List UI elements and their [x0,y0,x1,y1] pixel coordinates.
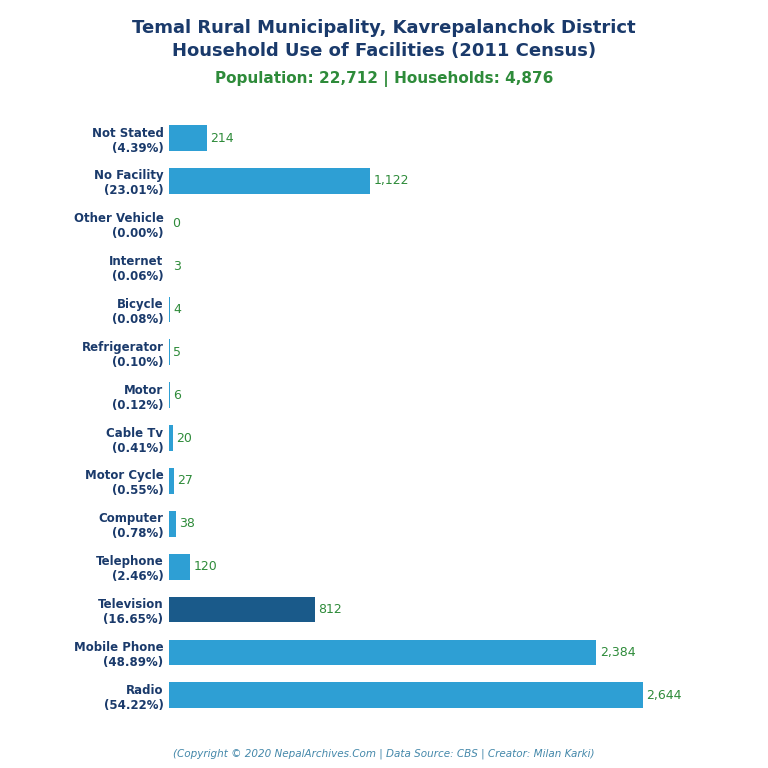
Text: 3: 3 [173,260,180,273]
Text: 120: 120 [194,560,217,573]
Bar [169,640,597,665]
Bar [169,425,173,451]
Bar [169,597,315,622]
Bar [169,511,176,537]
Bar [169,468,174,494]
Bar [169,339,170,366]
Text: 812: 812 [318,603,342,616]
Text: 38: 38 [179,518,195,531]
Bar [169,168,370,194]
Text: 1,122: 1,122 [373,174,409,187]
Text: 4: 4 [173,303,180,316]
Text: 2,384: 2,384 [600,646,635,659]
Text: 2,644: 2,644 [647,689,682,702]
Text: 27: 27 [177,475,193,488]
Text: 0: 0 [172,217,180,230]
Text: 20: 20 [176,432,192,445]
Bar [169,382,170,408]
Text: Population: 22,712 | Households: 4,876: Population: 22,712 | Households: 4,876 [215,71,553,87]
Text: 5: 5 [173,346,181,359]
Bar [169,554,190,580]
Text: Household Use of Facilities (2011 Census): Household Use of Facilities (2011 Census… [172,42,596,60]
Text: (Copyright © 2020 NepalArchives.Com | Data Source: CBS | Creator: Milan Karki): (Copyright © 2020 NepalArchives.Com | Da… [174,748,594,759]
Text: 214: 214 [210,131,234,144]
Text: Temal Rural Municipality, Kavrepalanchok District: Temal Rural Municipality, Kavrepalanchok… [132,19,636,37]
Bar [169,683,643,708]
Text: 6: 6 [174,389,181,402]
Bar [169,125,207,151]
